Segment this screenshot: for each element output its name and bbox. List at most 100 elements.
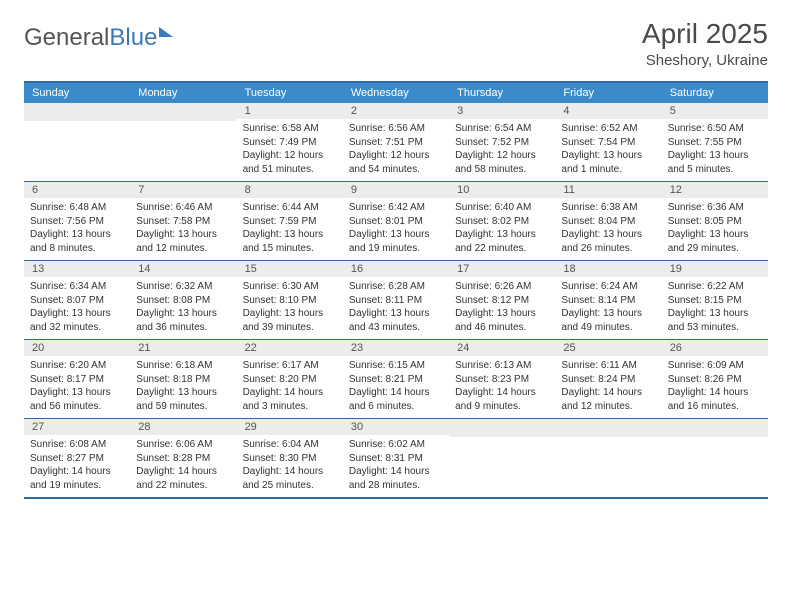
sunrise-line: Sunrise: 6:04 AM [243, 438, 337, 452]
calendar-cell: 18Sunrise: 6:24 AMSunset: 8:14 PMDayligh… [555, 261, 661, 339]
sunrise-line: Sunrise: 6:26 AM [455, 280, 549, 294]
day-header: Wednesday [343, 83, 449, 103]
calendar-cell: 8Sunrise: 6:44 AMSunset: 7:59 PMDaylight… [237, 182, 343, 260]
calendar-cell: 9Sunrise: 6:42 AMSunset: 8:01 PMDaylight… [343, 182, 449, 260]
day-header: Thursday [449, 83, 555, 103]
sunrise-line: Sunrise: 6:08 AM [30, 438, 124, 452]
calendar-grid: SundayMondayTuesdayWednesdayThursdayFrid… [24, 81, 768, 499]
calendar-cell: 27Sunrise: 6:08 AMSunset: 8:27 PMDayligh… [24, 419, 130, 497]
daylight-line: Daylight: 13 hours and 22 minutes. [455, 228, 549, 255]
calendar-page: GeneralBlue April 2025 Sheshory, Ukraine… [0, 0, 792, 517]
sunset-line: Sunset: 7:51 PM [349, 136, 443, 150]
sunset-line: Sunset: 8:10 PM [243, 294, 337, 308]
day-header-row: SundayMondayTuesdayWednesdayThursdayFrid… [24, 83, 768, 103]
calendar-cell [24, 103, 130, 181]
day-number: 13 [24, 261, 130, 277]
day-number: 16 [343, 261, 449, 277]
sunrise-line: Sunrise: 6:34 AM [30, 280, 124, 294]
sunrise-line: Sunrise: 6:50 AM [668, 122, 762, 136]
sunrise-line: Sunrise: 6:42 AM [349, 201, 443, 215]
sunrise-line: Sunrise: 6:52 AM [561, 122, 655, 136]
page-header: GeneralBlue April 2025 Sheshory, Ukraine [24, 18, 768, 69]
cell-body: Sunrise: 6:58 AMSunset: 7:49 PMDaylight:… [237, 119, 343, 180]
cell-body: Sunrise: 6:18 AMSunset: 8:18 PMDaylight:… [130, 356, 236, 417]
sunrise-line: Sunrise: 6:20 AM [30, 359, 124, 373]
sunrise-line: Sunrise: 6:15 AM [349, 359, 443, 373]
calendar-cell: 24Sunrise: 6:13 AMSunset: 8:23 PMDayligh… [449, 340, 555, 418]
sunrise-line: Sunrise: 6:18 AM [136, 359, 230, 373]
sunrise-line: Sunrise: 6:09 AM [668, 359, 762, 373]
cell-body: Sunrise: 6:32 AMSunset: 8:08 PMDaylight:… [130, 277, 236, 338]
daylight-line: Daylight: 14 hours and 16 minutes. [668, 386, 762, 413]
calendar-cell: 3Sunrise: 6:54 AMSunset: 7:52 PMDaylight… [449, 103, 555, 181]
sunrise-line: Sunrise: 6:06 AM [136, 438, 230, 452]
sunrise-line: Sunrise: 6:48 AM [30, 201, 124, 215]
calendar-weeks: 1Sunrise: 6:58 AMSunset: 7:49 PMDaylight… [24, 103, 768, 497]
calendar-week: 13Sunrise: 6:34 AMSunset: 8:07 PMDayligh… [24, 260, 768, 339]
sunset-line: Sunset: 8:30 PM [243, 452, 337, 466]
sunset-line: Sunset: 8:01 PM [349, 215, 443, 229]
day-number: 4 [555, 103, 661, 119]
daylight-line: Daylight: 13 hours and 36 minutes. [136, 307, 230, 334]
cell-body: Sunrise: 6:52 AMSunset: 7:54 PMDaylight:… [555, 119, 661, 180]
cell-body: Sunrise: 6:26 AMSunset: 8:12 PMDaylight:… [449, 277, 555, 338]
sunset-line: Sunset: 7:52 PM [455, 136, 549, 150]
daylight-line: Daylight: 13 hours and 43 minutes. [349, 307, 443, 334]
calendar-cell: 19Sunrise: 6:22 AMSunset: 8:15 PMDayligh… [662, 261, 768, 339]
sunrise-line: Sunrise: 6:17 AM [243, 359, 337, 373]
sunrise-line: Sunrise: 6:58 AM [243, 122, 337, 136]
sunset-line: Sunset: 8:12 PM [455, 294, 549, 308]
day-number [24, 103, 130, 121]
daylight-line: Daylight: 13 hours and 12 minutes. [136, 228, 230, 255]
daylight-line: Daylight: 12 hours and 54 minutes. [349, 149, 443, 176]
daylight-line: Daylight: 13 hours and 26 minutes. [561, 228, 655, 255]
day-number: 29 [237, 419, 343, 435]
day-number: 1 [237, 103, 343, 119]
sunset-line: Sunset: 7:58 PM [136, 215, 230, 229]
day-number: 11 [555, 182, 661, 198]
day-number: 7 [130, 182, 236, 198]
calendar-cell: 26Sunrise: 6:09 AMSunset: 8:26 PMDayligh… [662, 340, 768, 418]
brand-sail-icon [159, 27, 173, 37]
calendar-cell: 7Sunrise: 6:46 AMSunset: 7:58 PMDaylight… [130, 182, 236, 260]
sunrise-line: Sunrise: 6:56 AM [349, 122, 443, 136]
day-header: Saturday [662, 83, 768, 103]
calendar-cell [130, 103, 236, 181]
sunset-line: Sunset: 8:17 PM [30, 373, 124, 387]
calendar-cell: 29Sunrise: 6:04 AMSunset: 8:30 PMDayligh… [237, 419, 343, 497]
cell-body: Sunrise: 6:08 AMSunset: 8:27 PMDaylight:… [24, 435, 130, 496]
day-number: 17 [449, 261, 555, 277]
day-number: 22 [237, 340, 343, 356]
cell-body: Sunrise: 6:30 AMSunset: 8:10 PMDaylight:… [237, 277, 343, 338]
day-number: 26 [662, 340, 768, 356]
day-number: 18 [555, 261, 661, 277]
daylight-line: Daylight: 13 hours and 46 minutes. [455, 307, 549, 334]
sunset-line: Sunset: 8:27 PM [30, 452, 124, 466]
calendar-cell: 14Sunrise: 6:32 AMSunset: 8:08 PMDayligh… [130, 261, 236, 339]
sunset-line: Sunset: 8:20 PM [243, 373, 337, 387]
sunrise-line: Sunrise: 6:46 AM [136, 201, 230, 215]
brand-logo: GeneralBlue [24, 24, 173, 52]
sunrise-line: Sunrise: 6:36 AM [668, 201, 762, 215]
daylight-line: Daylight: 14 hours and 12 minutes. [561, 386, 655, 413]
daylight-line: Daylight: 14 hours and 3 minutes. [243, 386, 337, 413]
daylight-line: Daylight: 13 hours and 5 minutes. [668, 149, 762, 176]
calendar-cell: 25Sunrise: 6:11 AMSunset: 8:24 PMDayligh… [555, 340, 661, 418]
sunrise-line: Sunrise: 6:24 AM [561, 280, 655, 294]
sunrise-line: Sunrise: 6:13 AM [455, 359, 549, 373]
day-number: 24 [449, 340, 555, 356]
daylight-line: Daylight: 13 hours and 19 minutes. [349, 228, 443, 255]
day-number: 5 [662, 103, 768, 119]
cell-body: Sunrise: 6:02 AMSunset: 8:31 PMDaylight:… [343, 435, 449, 496]
day-header: Tuesday [237, 83, 343, 103]
cell-body: Sunrise: 6:46 AMSunset: 7:58 PMDaylight:… [130, 198, 236, 259]
calendar-cell: 5Sunrise: 6:50 AMSunset: 7:55 PMDaylight… [662, 103, 768, 181]
daylight-line: Daylight: 13 hours and 59 minutes. [136, 386, 230, 413]
cell-body: Sunrise: 6:50 AMSunset: 7:55 PMDaylight:… [662, 119, 768, 180]
day-header: Friday [555, 83, 661, 103]
day-number: 2 [343, 103, 449, 119]
sunrise-line: Sunrise: 6:40 AM [455, 201, 549, 215]
cell-body: Sunrise: 6:56 AMSunset: 7:51 PMDaylight:… [343, 119, 449, 180]
calendar-cell: 22 Sunrise: 6:17 AMSunset: 8:20 PMDayligh… [237, 340, 343, 418]
calendar-week: 1Sunrise: 6:58 AMSunset: 7:49 PMDaylight… [24, 103, 768, 181]
